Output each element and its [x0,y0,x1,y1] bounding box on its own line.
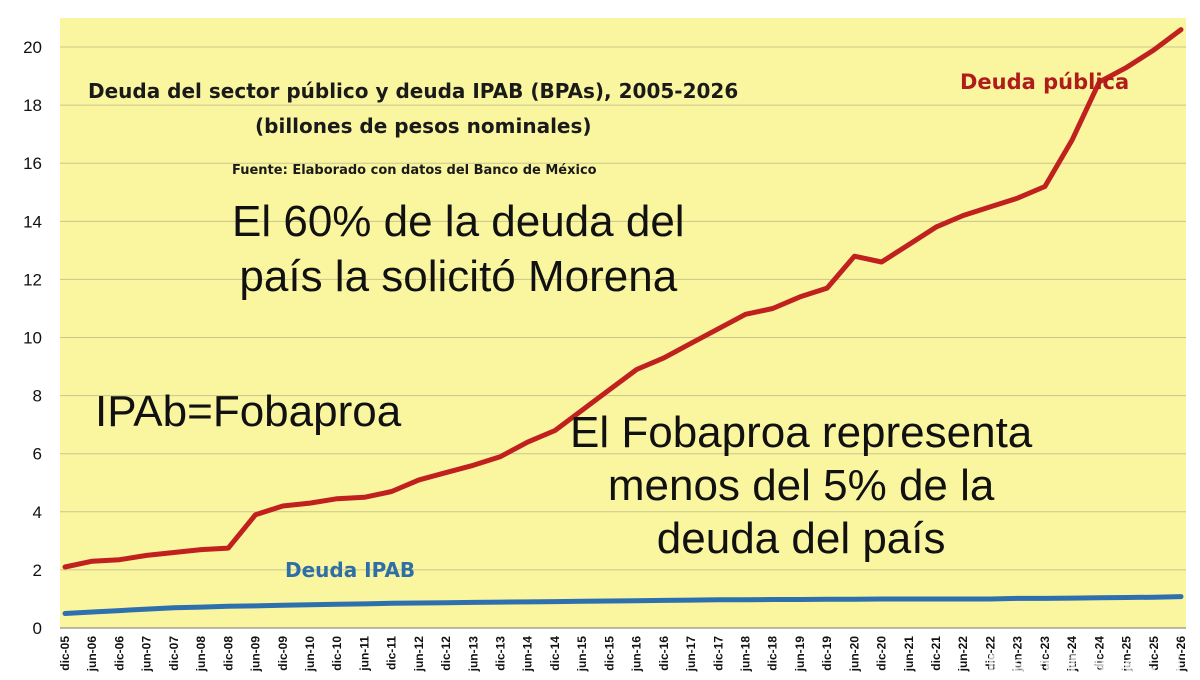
overlay-line: país la solicitó Morena [239,252,678,301]
x-tick-label: jun-22 [956,636,970,673]
overlay-line: El 60% de la deuda del [232,197,685,246]
x-tick-label: dic-18 [766,636,780,671]
x-tick-label: jun-24 [1065,636,1079,673]
x-tick-label: dic-16 [657,636,671,671]
watermark: MemeMaker.ai [986,650,1182,678]
x-tick-label: dic-06 [112,636,126,671]
x-tick-label: dic-08 [221,636,235,671]
y-tick-label: 0 [33,619,42,638]
x-tick-label: dic-24 [1092,636,1106,671]
x-tick-label: jun-10 [303,636,317,673]
series-label-deuda-ipab: Deuda IPAB [285,558,416,582]
x-tick-label: jun-16 [630,636,644,673]
x-tick-label: dic-11 [385,636,399,670]
x-tick-label: jun-07 [140,636,154,673]
x-tick-label: jun-08 [194,636,208,673]
y-tick-label: 16 [23,154,42,173]
y-tick-label: 4 [33,503,42,522]
x-tick-label: jun-19 [793,636,807,673]
chart-title: Deuda del sector público y deuda IPAB (B… [88,79,739,103]
x-tick-label: dic-23 [1038,636,1052,671]
y-tick-label: 10 [23,329,42,348]
overlay-text-fobaproa: El Fobaproa representa menos del 5% de l… [570,407,1032,565]
x-tick-label: jun-21 [902,636,916,673]
x-tick-label: dic-22 [983,636,997,671]
overlay-line: deuda del país [656,513,946,563]
x-tick-label: dic-21 [929,636,943,671]
chart-source: Fuente: Elaborado con datos del Banco de… [232,163,597,178]
series-label-deuda-publica: Deuda pública [960,70,1130,94]
overlay-line: El Fobaproa representa [570,408,1033,457]
y-tick-label: 14 [23,212,42,231]
x-tick-label: jun-06 [85,636,99,673]
x-tick-label: dic-14 [548,636,562,671]
x-tick-label: dic-07 [167,636,181,671]
y-tick-label: 12 [23,270,42,289]
x-tick-label: jun-11 [357,636,371,672]
x-tick-label: jun-23 [1011,636,1025,673]
overlay-line: menos del 5% de la [607,460,995,510]
x-tick-label: dic-19 [820,636,834,671]
x-tick-label: dic-20 [875,636,889,671]
x-tick-label: dic-05 [58,636,72,671]
x-tick-label: dic-17 [711,636,725,671]
x-tick-label: dic-25 [1147,636,1161,671]
x-tick-label: jun-09 [249,636,263,673]
x-tick-label: jun-25 [1120,636,1134,673]
x-tick-label: dic-12 [439,636,453,671]
x-tick-label: jun-17 [684,636,698,673]
series-line [62,27,1184,570]
chart-subtitle: (billones de pesos nominales) [255,114,592,138]
y-tick-label: 2 [33,561,42,580]
x-tick-label: dic-15 [602,636,616,671]
x-tick-label: jun-20 [847,636,861,673]
x-tick-label: jun-13 [466,636,480,673]
x-tick-label: dic-09 [276,636,290,671]
overlay-text-morena: El 60% de la deuda del país la solicitó … [232,194,685,304]
series-line [62,594,1184,616]
x-tick-label: dic-13 [494,636,508,671]
overlay-text-ipab: IPAb=Fobaproa [95,387,402,436]
y-tick-label: 6 [33,445,42,464]
y-tick-label: 20 [23,38,42,57]
x-tick-label: dic-10 [330,636,344,671]
x-tick-label: jun-18 [738,636,752,673]
y-tick-label: 8 [33,387,42,406]
y-tick-label: 18 [23,96,42,115]
x-tick-label: jun-26 [1174,636,1188,673]
x-tick-label: jun-14 [521,636,535,673]
x-tick-label: jun-12 [412,636,426,673]
x-tick-label: jun-15 [575,636,589,673]
